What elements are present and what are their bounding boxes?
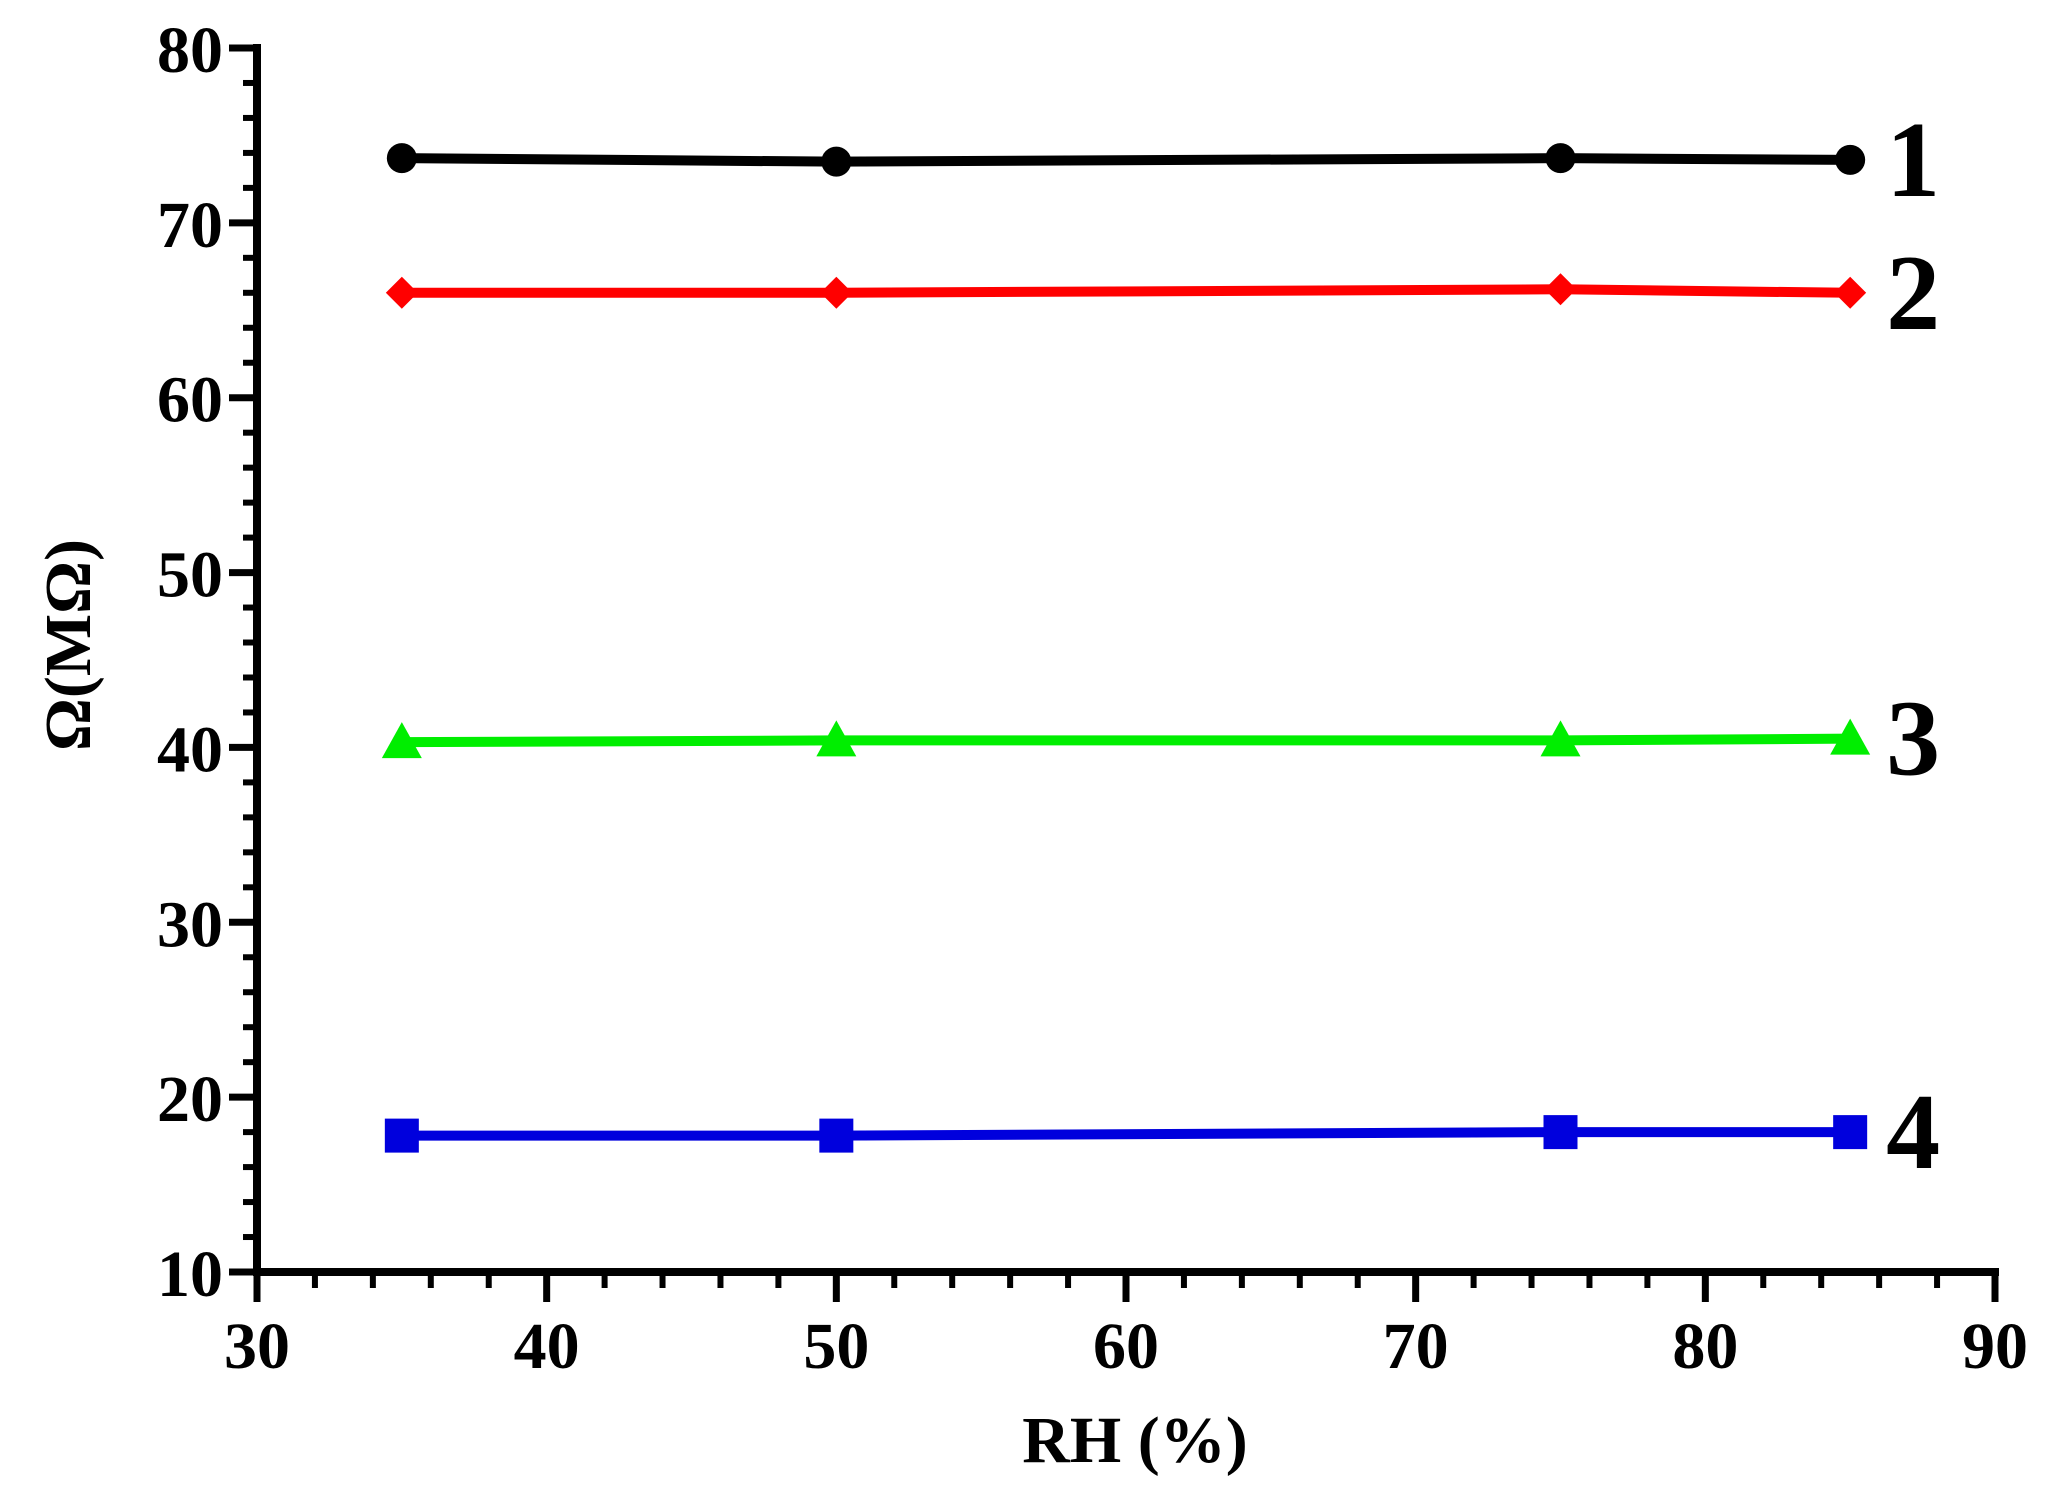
series-line xyxy=(396,153,1856,167)
series-label-4: 4 xyxy=(1886,1073,1940,1192)
series-layer xyxy=(381,143,1871,1153)
x-tick-label: 40 xyxy=(514,1310,580,1383)
data-point xyxy=(1544,273,1577,306)
x-tick-label: 90 xyxy=(1962,1310,2028,1383)
data-point xyxy=(820,276,853,309)
data-point xyxy=(1830,718,1871,755)
series-line xyxy=(396,284,1856,298)
y-tick-label: 80 xyxy=(157,14,223,87)
y-tick-label: 40 xyxy=(157,713,223,786)
series-1 xyxy=(386,143,1866,177)
x-tick-label: 30 xyxy=(224,1310,290,1383)
series-label-3: 3 xyxy=(1886,680,1940,799)
y-tick-label: 30 xyxy=(157,888,223,961)
y-tick-label: 60 xyxy=(157,364,223,437)
x-axis-title: RH (%) xyxy=(1022,1404,1247,1477)
x-tick-label: 50 xyxy=(803,1310,869,1383)
series-label-2: 2 xyxy=(1886,234,1940,353)
data-point xyxy=(1833,1115,1868,1150)
y-tick-label: 50 xyxy=(157,539,223,612)
x-tick-label: 80 xyxy=(1672,1310,1738,1383)
data-point xyxy=(384,1118,419,1153)
axes xyxy=(253,44,1999,1276)
y-axis-title: Ω(MΩ) xyxy=(32,539,105,751)
x-tick-label: 70 xyxy=(1383,1310,1449,1383)
data-point xyxy=(1543,1115,1578,1150)
data-point xyxy=(381,722,422,759)
data-point xyxy=(1540,720,1581,757)
ticks xyxy=(229,44,1999,1302)
series-2 xyxy=(385,273,1867,309)
data-point xyxy=(819,1118,854,1153)
data-point xyxy=(1835,144,1866,175)
data-point xyxy=(385,276,418,309)
y-tick-label: 10 xyxy=(157,1238,223,1311)
data-point xyxy=(821,146,852,177)
data-point xyxy=(816,720,857,757)
series-labels: 1 2 3 4 xyxy=(1886,101,1940,1192)
tick-labels: 10 20 30 40 50 60 70 80 30 40 50 60 70 80 90 xyxy=(157,14,2028,1383)
y-tick-label: 20 xyxy=(157,1063,223,1136)
series-line xyxy=(396,1127,1856,1141)
series-3 xyxy=(381,718,1871,759)
x-tick-label: 60 xyxy=(1093,1310,1159,1383)
series-4 xyxy=(384,1115,1868,1153)
data-point xyxy=(1545,143,1576,174)
data-point xyxy=(386,143,417,174)
y-tick-label: 70 xyxy=(157,189,223,262)
series-line xyxy=(396,733,1856,748)
series-label-1: 1 xyxy=(1886,101,1940,220)
data-point xyxy=(1834,276,1867,309)
